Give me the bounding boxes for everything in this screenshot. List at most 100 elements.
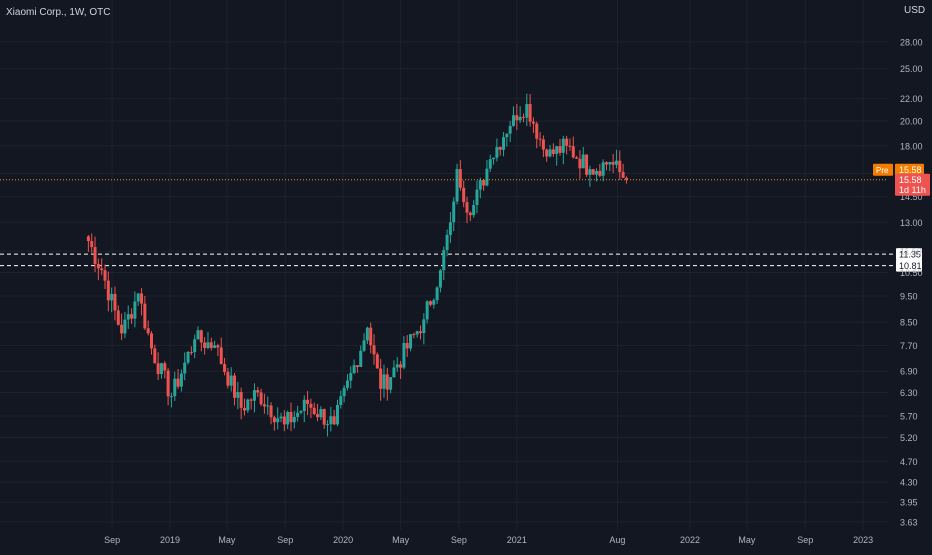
- candle[interactable]: [249, 397, 253, 410]
- candle[interactable]: [551, 143, 555, 157]
- candle[interactable]: [342, 385, 346, 403]
- candle[interactable]: [209, 337, 213, 351]
- candle[interactable]: [189, 346, 193, 356]
- candle[interactable]: [153, 344, 157, 364]
- candle[interactable]: [110, 287, 114, 313]
- candle[interactable]: [472, 200, 476, 218]
- candle[interactable]: [561, 135, 565, 165]
- candle[interactable]: [428, 300, 432, 307]
- candle[interactable]: [213, 340, 217, 349]
- candle[interactable]: [349, 366, 353, 389]
- candle[interactable]: [233, 372, 237, 406]
- candle[interactable]: [438, 269, 442, 293]
- candle[interactable]: [246, 398, 250, 413]
- candle[interactable]: [149, 331, 153, 355]
- candle[interactable]: [485, 159, 489, 187]
- candle[interactable]: [229, 367, 233, 392]
- candle[interactable]: [624, 176, 628, 184]
- candle[interactable]: [482, 178, 486, 191]
- candle[interactable]: [269, 402, 273, 425]
- candle[interactable]: [130, 308, 134, 324]
- candle[interactable]: [359, 345, 363, 368]
- candle[interactable]: [226, 367, 230, 389]
- candle[interactable]: [100, 258, 104, 276]
- candle[interactable]: [183, 352, 187, 381]
- candle[interactable]: [565, 135, 569, 155]
- candle[interactable]: [196, 326, 200, 340]
- candle[interactable]: [395, 357, 399, 372]
- candle[interactable]: [392, 360, 396, 378]
- candle[interactable]: [492, 157, 496, 165]
- candle[interactable]: [136, 292, 140, 306]
- candle[interactable]: [595, 168, 599, 182]
- candle[interactable]: [90, 233, 94, 254]
- candle[interactable]: [611, 153, 615, 174]
- candle[interactable]: [176, 369, 180, 389]
- candle[interactable]: [369, 322, 373, 354]
- candle[interactable]: [512, 106, 516, 127]
- candle[interactable]: [618, 150, 622, 181]
- candle[interactable]: [169, 392, 173, 408]
- candle[interactable]: [372, 334, 376, 365]
- candle[interactable]: [621, 163, 625, 179]
- candle[interactable]: [442, 246, 446, 281]
- candle[interactable]: [332, 409, 336, 425]
- candle[interactable]: [166, 367, 170, 406]
- candle[interactable]: [478, 177, 482, 199]
- candle[interactable]: [319, 406, 323, 421]
- candle[interactable]: [448, 212, 452, 243]
- candle[interactable]: [223, 357, 227, 376]
- candle[interactable]: [462, 180, 466, 208]
- candle[interactable]: [455, 163, 459, 205]
- candle[interactable]: [502, 132, 506, 157]
- candle[interactable]: [93, 236, 97, 273]
- candle[interactable]: [322, 408, 326, 429]
- candle[interactable]: [239, 387, 243, 420]
- candle[interactable]: [389, 376, 393, 394]
- candle[interactable]: [352, 359, 356, 375]
- candle[interactable]: [345, 373, 349, 391]
- candle[interactable]: [312, 402, 316, 416]
- candle[interactable]: [163, 361, 167, 379]
- candle[interactable]: [242, 398, 246, 416]
- candle[interactable]: [585, 154, 589, 177]
- candle[interactable]: [289, 402, 293, 432]
- candle[interactable]: [575, 155, 579, 159]
- candle[interactable]: [505, 133, 509, 147]
- candle[interactable]: [173, 371, 177, 401]
- candle[interactable]: [126, 305, 130, 329]
- candle[interactable]: [435, 286, 439, 305]
- candle[interactable]: [508, 120, 512, 142]
- candle[interactable]: [199, 329, 203, 352]
- candle[interactable]: [106, 271, 110, 312]
- candle[interactable]: [409, 333, 413, 352]
- candle[interactable]: [578, 150, 582, 179]
- candle[interactable]: [558, 138, 562, 156]
- candle[interactable]: [256, 386, 260, 397]
- candle[interactable]: [299, 410, 303, 415]
- candle[interactable]: [535, 121, 539, 149]
- candle[interactable]: [236, 381, 240, 410]
- candle[interactable]: [339, 390, 343, 409]
- candle[interactable]: [412, 332, 416, 339]
- candle[interactable]: [614, 149, 618, 169]
- candle[interactable]: [365, 326, 369, 345]
- candle[interactable]: [419, 325, 423, 340]
- candle[interactable]: [146, 320, 150, 336]
- candle[interactable]: [571, 136, 575, 159]
- candle[interactable]: [309, 398, 313, 419]
- candle[interactable]: [525, 93, 529, 126]
- candle[interactable]: [316, 403, 320, 422]
- candle[interactable]: [216, 343, 220, 357]
- candle[interactable]: [186, 350, 190, 365]
- candle[interactable]: [415, 330, 419, 338]
- candle[interactable]: [140, 288, 144, 316]
- candle[interactable]: [103, 264, 107, 290]
- candle[interactable]: [133, 291, 137, 328]
- candle[interactable]: [296, 405, 300, 422]
- candle[interactable]: [518, 106, 522, 123]
